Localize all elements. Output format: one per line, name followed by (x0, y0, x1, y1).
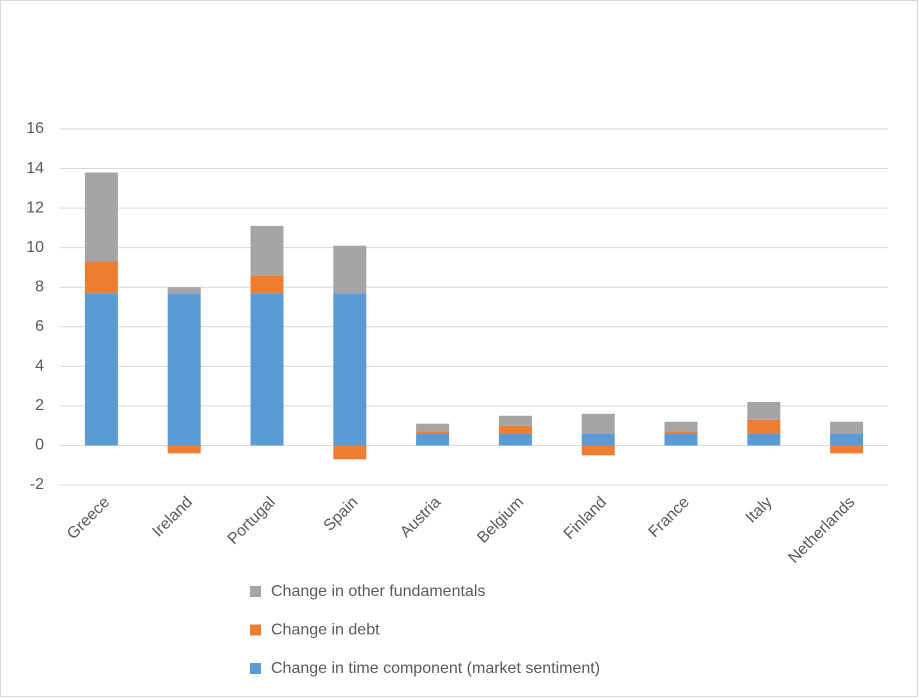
bar-segment (167, 445, 201, 454)
y-tick-label: 0 (35, 437, 44, 454)
y-tick-label: 14 (26, 160, 44, 177)
bar-segment (416, 423, 450, 432)
bar-segment (333, 445, 367, 460)
legend-swatch (250, 624, 261, 636)
bar-segment (747, 433, 781, 446)
y-tick-label: 8 (35, 278, 44, 295)
bar-segment (250, 275, 284, 294)
y-tick-label: 2 (35, 397, 44, 414)
legend-swatch (250, 586, 261, 597)
bar-segment (167, 287, 201, 294)
bar-segment (747, 419, 781, 434)
bar-segment (830, 445, 864, 454)
legend-label: Change in debt (271, 622, 380, 639)
bar-segment (581, 445, 615, 456)
bar-segment (498, 433, 532, 446)
bar-segment (250, 293, 284, 446)
bar-segment (84, 261, 118, 294)
bar-segment (664, 431, 698, 434)
y-tick-label: 12 (26, 199, 44, 216)
bar-segment (416, 433, 450, 446)
bar-segment (830, 421, 864, 434)
bar-segment (84, 293, 118, 446)
bar-segment (250, 225, 284, 276)
bar-segment (416, 431, 450, 434)
bar-segment (830, 433, 864, 446)
bar-segment (664, 433, 698, 446)
y-tick-label: 6 (35, 318, 44, 335)
y-tick-label: 4 (35, 358, 44, 375)
bar-segment (747, 401, 781, 420)
bar-segment (333, 245, 367, 294)
legend-swatch (250, 663, 261, 674)
y-tick-label: -2 (30, 476, 44, 493)
bar-segment (664, 421, 698, 432)
y-tick-label: 10 (26, 239, 44, 256)
legend-label: Change in time component (market sentime… (271, 660, 600, 677)
bar-segment (333, 293, 367, 446)
bar-segment (84, 172, 118, 262)
y-tick-label: 16 (26, 120, 44, 137)
bar-segment (167, 293, 201, 446)
bar-segment (581, 413, 615, 434)
legend-label: Change in other fundamentals (271, 583, 485, 600)
bar-segment (581, 433, 615, 446)
bar-segment (498, 415, 532, 426)
bar-segment (498, 425, 532, 434)
